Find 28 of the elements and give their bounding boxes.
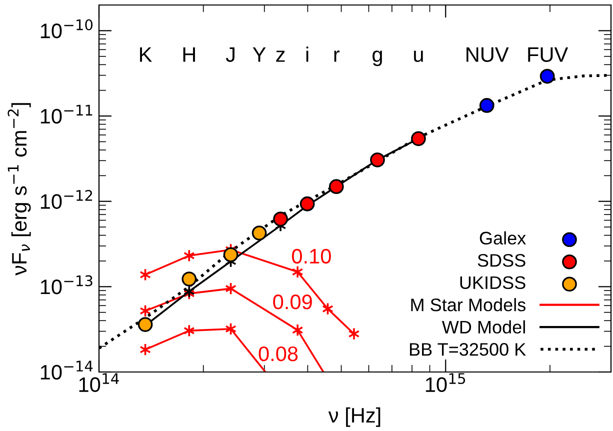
x-axis-title: ν [Hz] (328, 407, 380, 427)
legend-label: Galex (480, 231, 526, 245)
x-tick-label: 10$^{15}$ (426, 373, 466, 392)
annotation: NUV (466, 47, 509, 62)
annotation: 0.10 (292, 248, 331, 264)
annotation: g (372, 50, 382, 66)
annotation: 0.08 (258, 346, 298, 362)
annotation: J (226, 47, 234, 62)
annotation: 0.09 (273, 294, 312, 310)
annotation: H (183, 47, 195, 62)
x-tick-label: 10$^{14}$ (79, 373, 119, 392)
legend-label: BB T=32500 K (410, 343, 526, 356)
annotation: Y (252, 47, 266, 62)
y-tick-label: 10$^{−10}$ (40, 19, 93, 38)
legend-label: SDSS (478, 254, 526, 267)
y-tick-label: 10$^{−13}$ (40, 275, 92, 294)
annotation: r (334, 50, 340, 62)
y-axis-title: νF$_{ν}$ [erg s$^{−1}$ cm$^{−2}$] (8, 103, 31, 276)
annotation: z (276, 50, 285, 62)
y-tick-label: 10$^{−12}$ (40, 190, 92, 209)
legend-label: UKIDSS (460, 276, 526, 290)
annotation: u (414, 50, 423, 62)
y-tick-label: 10$^{−11}$ (40, 104, 92, 124)
legend-label: WD Model (442, 320, 525, 334)
annotation: K (140, 47, 152, 62)
annotation: i (306, 46, 308, 62)
legend-label: M Star Models (411, 298, 526, 312)
annotation: FUV (528, 47, 568, 62)
